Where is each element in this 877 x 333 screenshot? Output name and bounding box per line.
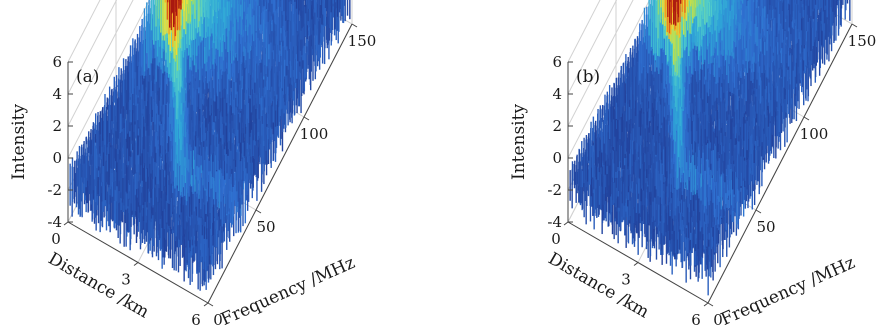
grid-line [67, 0, 151, 159]
y-tick [351, 23, 358, 28]
y-tick [255, 209, 262, 214]
x-tick [133, 262, 139, 266]
y-tick-label: 150 [348, 32, 377, 50]
x-tick [63, 221, 69, 226]
y-tick-label: 0 [213, 311, 223, 329]
grid-line [567, 0, 651, 159]
z-tick-label: -2 [47, 181, 62, 199]
grid-line [567, 0, 634, 127]
grid-line [567, 0, 618, 95]
z-tick-label: 4 [52, 85, 62, 103]
y-axis-line [207, 23, 353, 304]
x-tick-label: 0 [51, 230, 61, 248]
y-tick [207, 302, 214, 307]
x-tick-label: 3 [121, 271, 131, 289]
z-tick-label: -4 [47, 213, 62, 231]
z-tick-label: 0 [52, 149, 62, 167]
surface [69, 0, 351, 291]
y-axis-label: Frequency /MHz [218, 253, 358, 330]
x-tick [203, 302, 209, 307]
z-tick-label: 2 [52, 117, 62, 135]
grid-line [67, 0, 118, 95]
grid-line [67, 0, 134, 127]
y-tick [303, 116, 310, 121]
z-axis-label: Intensity [9, 104, 29, 180]
y-tick-label: 50 [256, 218, 275, 236]
x-axis-label: Distance /km [45, 249, 153, 323]
x-tick-label: 6 [191, 311, 201, 329]
y-tick-label: 100 [300, 125, 329, 143]
panel-label: (a) [76, 67, 99, 87]
z-tick-label: 6 [52, 53, 62, 71]
surface [569, 0, 851, 296]
